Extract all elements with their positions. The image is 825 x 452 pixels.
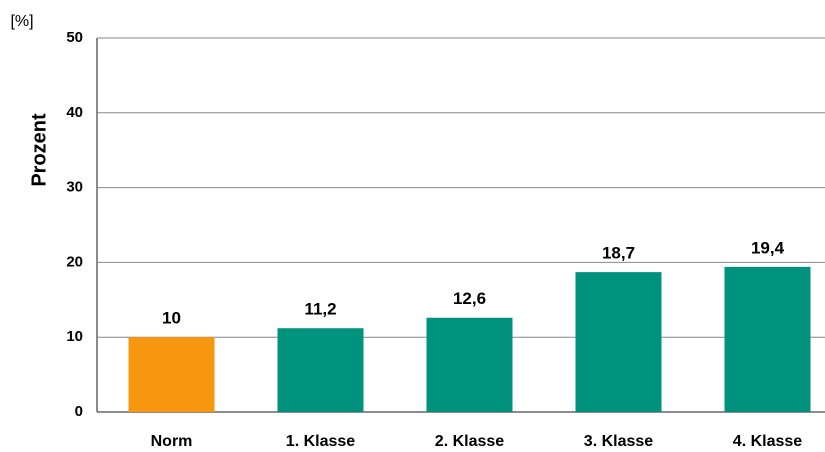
value-label: 11,2 (304, 300, 336, 319)
x-tick-label: Norm (151, 433, 193, 450)
value-label: 18,7 (602, 244, 635, 263)
y-tick-label: 0 (75, 403, 83, 420)
bar (128, 337, 215, 412)
y-tick-label: 50 (66, 29, 83, 46)
value-label: 19,4 (751, 238, 785, 257)
bar (724, 266, 811, 412)
value-label: 10 (162, 309, 181, 328)
unit-label: [%] (10, 13, 33, 30)
x-tick-label: 2. Klasse (435, 433, 504, 450)
bar (426, 317, 513, 412)
x-tick-label: 3. Klasse (584, 433, 653, 450)
bar (277, 328, 364, 412)
x-tick-label: 1. Klasse (286, 433, 355, 450)
y-tick-label: 40 (66, 104, 83, 121)
y-tick-label: 30 (66, 179, 83, 196)
y-tick-label: 20 (66, 253, 83, 270)
x-tick-label: 4. Klasse (733, 433, 802, 450)
value-label: 12,6 (453, 289, 486, 308)
bar (575, 272, 662, 412)
y-tick-label: 10 (66, 328, 83, 345)
y-axis-label: Prozent (28, 113, 50, 187)
